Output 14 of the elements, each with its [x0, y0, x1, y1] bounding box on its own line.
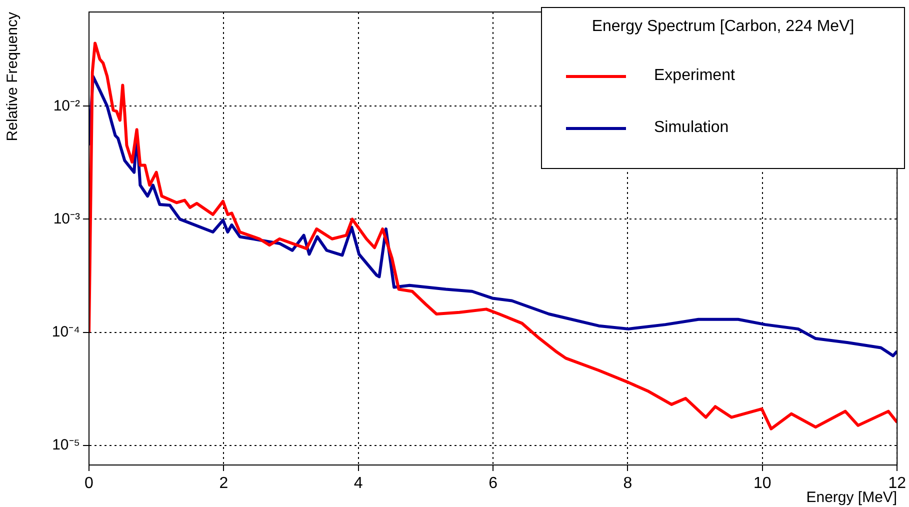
legend-label: Simulation [654, 119, 729, 137]
y-tick-label: 10⁻² [53, 97, 80, 114]
x-tick-label: 10 [754, 475, 772, 492]
y-tick-label: 10⁻⁵ [52, 436, 80, 454]
x-tick-label: 4 [354, 475, 363, 492]
y-tick-label: 10⁻⁴ [52, 323, 80, 340]
x-tick-label: 6 [488, 475, 498, 492]
x-tick-label: 2 [219, 475, 228, 492]
x-tick-label: 8 [623, 475, 632, 492]
y-tick-label: 10⁻³ [53, 210, 80, 228]
y-axis-title: Relative Frequency [4, 12, 22, 142]
legend-title: Energy Spectrum [Carbon, 224 MeV] [590, 18, 856, 36]
x-tick-label: 0 [84, 475, 94, 492]
legend-label: Experiment [654, 67, 735, 85]
